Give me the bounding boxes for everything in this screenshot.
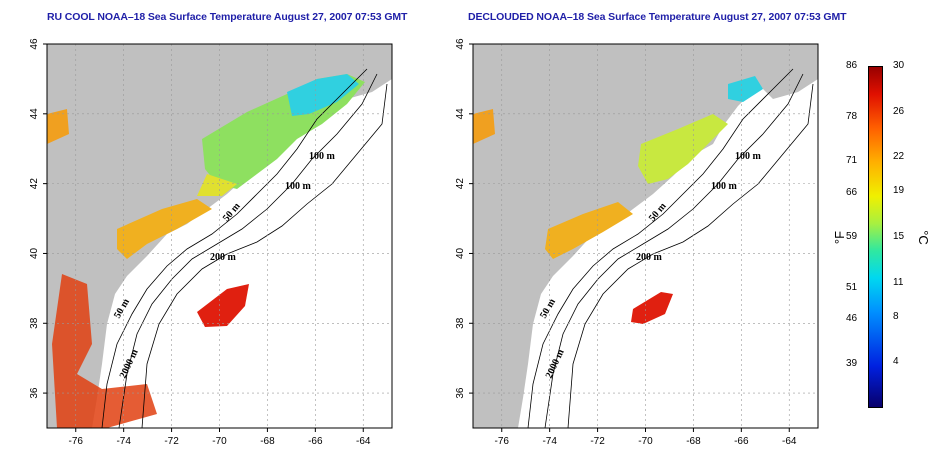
colorbar-f-label: 46 bbox=[846, 313, 858, 325]
colorbar-f-label: 51 bbox=[846, 281, 858, 293]
colorbar-c-label: 4 bbox=[893, 356, 899, 368]
lon-tick-label: -76 bbox=[495, 436, 510, 447]
sst-patch-bay bbox=[47, 109, 69, 144]
colorbar-c-label: 26 bbox=[893, 105, 905, 117]
colorbar-c-label: 15 bbox=[893, 231, 905, 242]
fahrenheit-unit: °F bbox=[832, 230, 848, 245]
axis-ticks: -76 -74 -72 -70 -68 -66 -64 36 38 40 42 44 46 bbox=[455, 38, 797, 447]
lat-tick-label: 38 bbox=[455, 317, 466, 329]
lon-tick-label: -70 bbox=[212, 436, 227, 447]
lon-tick-label: -74 bbox=[116, 436, 131, 447]
lon-tick-label: -76 bbox=[69, 436, 84, 447]
contour-label-100m-b: 100 m bbox=[285, 181, 312, 192]
map-title-right: DECLOUDED NOAA–18 Sea Surface Temperatur… bbox=[468, 11, 847, 23]
temperature-colorbar bbox=[868, 66, 883, 408]
lon-tick-label: -68 bbox=[260, 436, 275, 447]
lat-tick-label: 42 bbox=[455, 178, 466, 190]
land-mass bbox=[47, 44, 392, 428]
colorbar-f-label: 39 bbox=[846, 357, 858, 369]
lon-tick-label: -66 bbox=[308, 436, 323, 447]
sst-eddy bbox=[197, 284, 249, 327]
nova-scotia-land bbox=[758, 44, 818, 99]
lat-tick-label: 36 bbox=[455, 387, 466, 399]
map-canvas: 100 m 100 m 50 m 200 m 50 m 2000 m -76 -7… bbox=[29, 38, 393, 447]
lat-tick-label: 44 bbox=[29, 108, 40, 120]
sst-patch-shelf bbox=[117, 199, 212, 259]
colorbar-c-label: 30 bbox=[893, 60, 905, 71]
map-title-left: RU COOL NOAA–18 Sea Surface Temperature … bbox=[47, 11, 408, 23]
isobath-lines bbox=[527, 68, 814, 429]
colorbar-f-label: 59 bbox=[846, 231, 858, 242]
sst-map-ru-cool: 100 m 100 m 50 m 200 m 50 m 2000 m -76 -7… bbox=[29, 38, 393, 447]
lon-tick-label: -64 bbox=[356, 436, 371, 447]
colorbar-f-label: 86 bbox=[846, 60, 858, 71]
lon-tick-label: -70 bbox=[638, 436, 653, 447]
contour-label-100m-a: 100 m bbox=[735, 151, 762, 162]
map-canvas: 100 m 100 m 50 m 200 m 50 m 2000 m -76 -7… bbox=[455, 38, 819, 447]
colorbar-c-label: 11 bbox=[893, 276, 904, 288]
lat-lon-grid bbox=[473, 43, 818, 428]
colorbar-c-label: 22 bbox=[893, 151, 905, 163]
colorbar-f-label: 78 bbox=[846, 110, 858, 122]
lon-tick-label: -64 bbox=[782, 436, 797, 447]
sst-patch-cool bbox=[287, 74, 359, 116]
colorbar-c-label: 8 bbox=[893, 310, 899, 322]
sst-patch-bay bbox=[473, 109, 495, 144]
sst-patch-warm bbox=[197, 174, 237, 196]
colorbar-c-label: 19 bbox=[893, 185, 905, 197]
lat-tick-label: 42 bbox=[29, 178, 40, 190]
colorbar-f-label: 71 bbox=[846, 155, 858, 166]
lat-tick-label: 44 bbox=[455, 108, 466, 120]
contour-label-200m: 200 m bbox=[636, 252, 663, 263]
sst-eddy bbox=[631, 292, 673, 324]
lat-tick-label: 40 bbox=[455, 247, 466, 259]
colorbar-f-label: 66 bbox=[846, 186, 858, 198]
lat-tick-label: 40 bbox=[29, 247, 40, 259]
contour-label-200m: 200 m bbox=[210, 252, 237, 263]
land-mass bbox=[473, 44, 818, 428]
sst-patch-south bbox=[52, 274, 157, 428]
axis-ticks: -76 -74 -72 -70 -68 -66 -64 36 38 40 42 44 46 bbox=[29, 38, 371, 447]
sst-patch-shelf bbox=[545, 202, 633, 259]
celsius-unit: °C bbox=[915, 230, 931, 245]
contour-label-100m-a: 100 m bbox=[309, 151, 336, 162]
lat-tick-label: 38 bbox=[29, 317, 40, 329]
lat-tick-label: 46 bbox=[29, 38, 40, 50]
sst-map-declouded: 100 m 100 m 50 m 200 m 50 m 2000 m -76 -7… bbox=[455, 38, 819, 447]
lat-tick-label: 36 bbox=[29, 387, 40, 399]
sst-patch-gulf-of-maine bbox=[638, 114, 728, 184]
lat-tick-label: 46 bbox=[455, 38, 466, 50]
lon-tick-label: -66 bbox=[734, 436, 749, 447]
sst-patch-cool bbox=[728, 76, 763, 102]
isobath-lines bbox=[101, 68, 388, 429]
lon-tick-label: -74 bbox=[542, 436, 557, 447]
lon-tick-label: -68 bbox=[686, 436, 701, 447]
lat-lon-grid bbox=[47, 43, 392, 428]
lon-tick-label: -72 bbox=[164, 436, 179, 447]
contour-label-100m-b: 100 m bbox=[711, 181, 738, 192]
lon-tick-label: -72 bbox=[590, 436, 605, 447]
